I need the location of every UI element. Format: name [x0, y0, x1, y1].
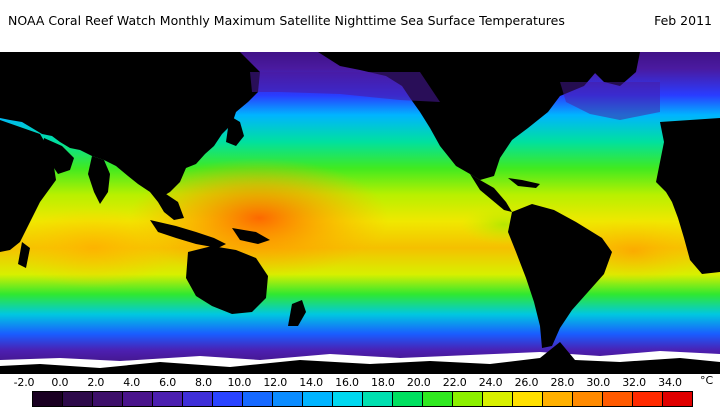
caribbean-islands: [508, 178, 540, 188]
legend-swatch: [33, 392, 63, 406]
legend-swatch: [633, 392, 663, 406]
legend-swatch: [663, 392, 693, 406]
legend-tick-label: 34.0: [658, 376, 682, 389]
legend-tick-label: 24.0: [478, 376, 503, 389]
eurasia-land: [0, 52, 260, 198]
legend-tick-label: 20.0: [406, 376, 431, 389]
africa-land-west: [0, 120, 56, 252]
legend-swatch: [153, 392, 183, 406]
japan-land: [226, 116, 244, 146]
legend-swatch: [603, 392, 633, 406]
legend-tick-label: 30.0: [586, 376, 611, 389]
legend-swatch: [573, 392, 603, 406]
legend-tick-label: 2.0: [87, 376, 105, 389]
legend-swatch: [543, 392, 573, 406]
legend-tick-label: 16.0: [335, 376, 359, 389]
color-legend: -2.0 0.0 2.0 4.0 6.0 8.0 10.0 12.0 14.0 16.0 18.0 2…: [0, 374, 720, 411]
legend-swatch: [393, 392, 423, 406]
legend-colorbar: [32, 391, 693, 407]
legend-tick-label: -2.0: [13, 376, 35, 389]
legend-unit: °C: [700, 374, 714, 387]
new-zealand-land: [288, 300, 306, 326]
legend-swatch: [333, 392, 363, 406]
legend-swatch: [63, 392, 93, 406]
legend-swatch: [273, 392, 303, 406]
map-title-bar: NOAA Coral Reef Watch Monthly Maximum Sa…: [0, 0, 720, 42]
southeast-asia-land: [150, 192, 184, 220]
legend-tick-label: 0.0: [51, 376, 69, 389]
north-america-land: [318, 52, 600, 180]
legend-swatch: [183, 392, 213, 406]
map-date: Feb 2011: [654, 13, 712, 28]
arabia-land: [42, 138, 74, 174]
legend-swatch: [513, 392, 543, 406]
legend-tick-label: 6.0: [159, 376, 176, 389]
antarctica-land: [0, 342, 720, 374]
sst-map: [0, 42, 720, 374]
legend-swatch: [363, 392, 393, 406]
legend-tick-labels: -2.0 0.0 2.0 4.0 6.0 8.0 10.0 12.0 14.0 16.0 18.0 2…: [0, 374, 720, 392]
arctic-ice: [0, 42, 720, 52]
legend-swatch: [303, 392, 333, 406]
south-america-land: [508, 204, 612, 348]
new-guinea-land: [232, 228, 270, 244]
legend-tick-label: 4.0: [123, 376, 141, 389]
legend-tick-label: 32.0: [622, 376, 646, 389]
legend-swatch: [453, 392, 483, 406]
north-atlantic-cold-band: [560, 82, 660, 120]
legend-tick-label: 8.0: [194, 376, 212, 389]
legend-swatch: [483, 392, 513, 406]
north-pacific-cold-band: [250, 72, 440, 102]
legend-tick-label: 12.0: [263, 376, 288, 389]
map-title: NOAA Coral Reef Watch Monthly Maximum Sa…: [8, 13, 565, 28]
indonesia-land: [150, 220, 226, 248]
legend-swatch: [213, 392, 243, 406]
india-land: [88, 156, 110, 204]
australia-land: [186, 246, 268, 314]
greenland-land: [580, 52, 640, 86]
legend-tick-label: 10.0: [227, 376, 252, 389]
legend-swatch: [243, 392, 273, 406]
legend-swatch: [423, 392, 453, 406]
africa-land-east: [656, 118, 720, 274]
central-america-land: [470, 174, 512, 212]
legend-tick-label: 14.0: [299, 376, 323, 389]
legend-tick-label: 26.0: [514, 376, 539, 389]
madagascar-land: [18, 242, 30, 268]
legend-tick-label: 28.0: [550, 376, 575, 389]
legend-tick-label: 22.0: [442, 376, 467, 389]
legend-swatch: [93, 392, 123, 406]
legend-tick-label: 18.0: [371, 376, 395, 389]
legend-swatch: [123, 392, 153, 406]
